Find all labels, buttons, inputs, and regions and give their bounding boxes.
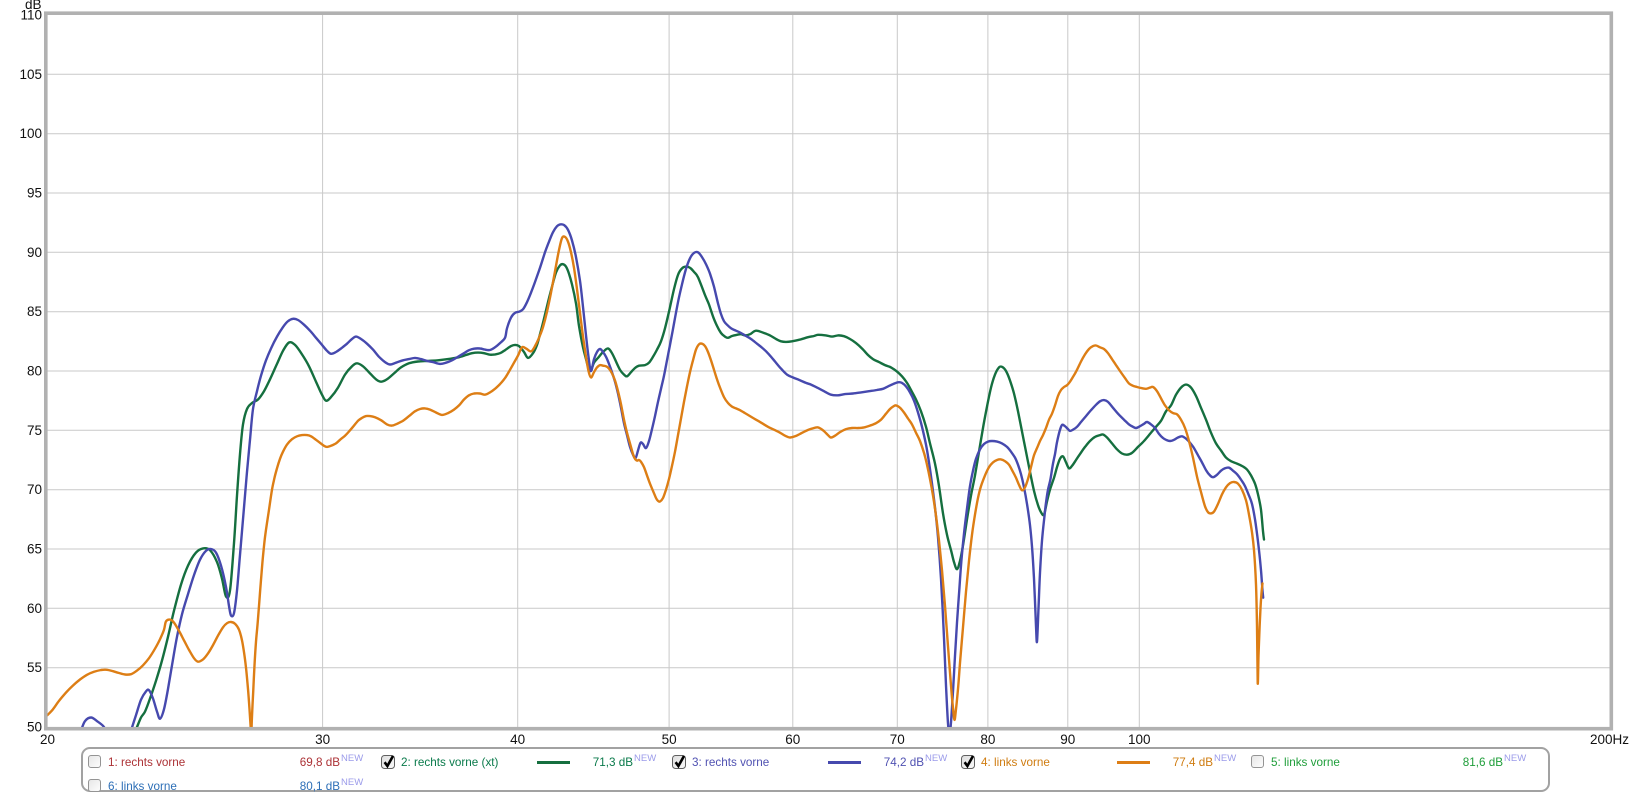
svg-text:70: 70	[27, 482, 42, 497]
svg-text:110: 110	[20, 8, 42, 23]
svg-text:100: 100	[1128, 732, 1151, 747]
svg-text:200Hz: 200Hz	[1590, 732, 1629, 747]
svg-text:40: 40	[510, 732, 525, 747]
svg-text:60: 60	[785, 732, 800, 747]
svg-text:75: 75	[27, 423, 42, 438]
svg-text:20: 20	[40, 732, 55, 747]
svg-text:30: 30	[315, 732, 330, 747]
svg-text:85: 85	[27, 304, 42, 319]
svg-text:90: 90	[27, 245, 42, 260]
svg-text:60: 60	[27, 601, 42, 616]
svg-text:90: 90	[1060, 732, 1075, 747]
svg-text:50: 50	[662, 732, 677, 747]
svg-text:100: 100	[19, 126, 42, 141]
svg-text:50: 50	[27, 720, 42, 735]
svg-text:95: 95	[27, 186, 42, 201]
svg-text:70: 70	[890, 732, 905, 747]
svg-text:dB: dB	[25, 0, 42, 12]
svg-text:65: 65	[27, 542, 42, 557]
svg-text:105: 105	[19, 67, 42, 82]
svg-text:80: 80	[27, 364, 42, 379]
svg-text:80: 80	[980, 732, 995, 747]
svg-text:55: 55	[27, 660, 42, 675]
